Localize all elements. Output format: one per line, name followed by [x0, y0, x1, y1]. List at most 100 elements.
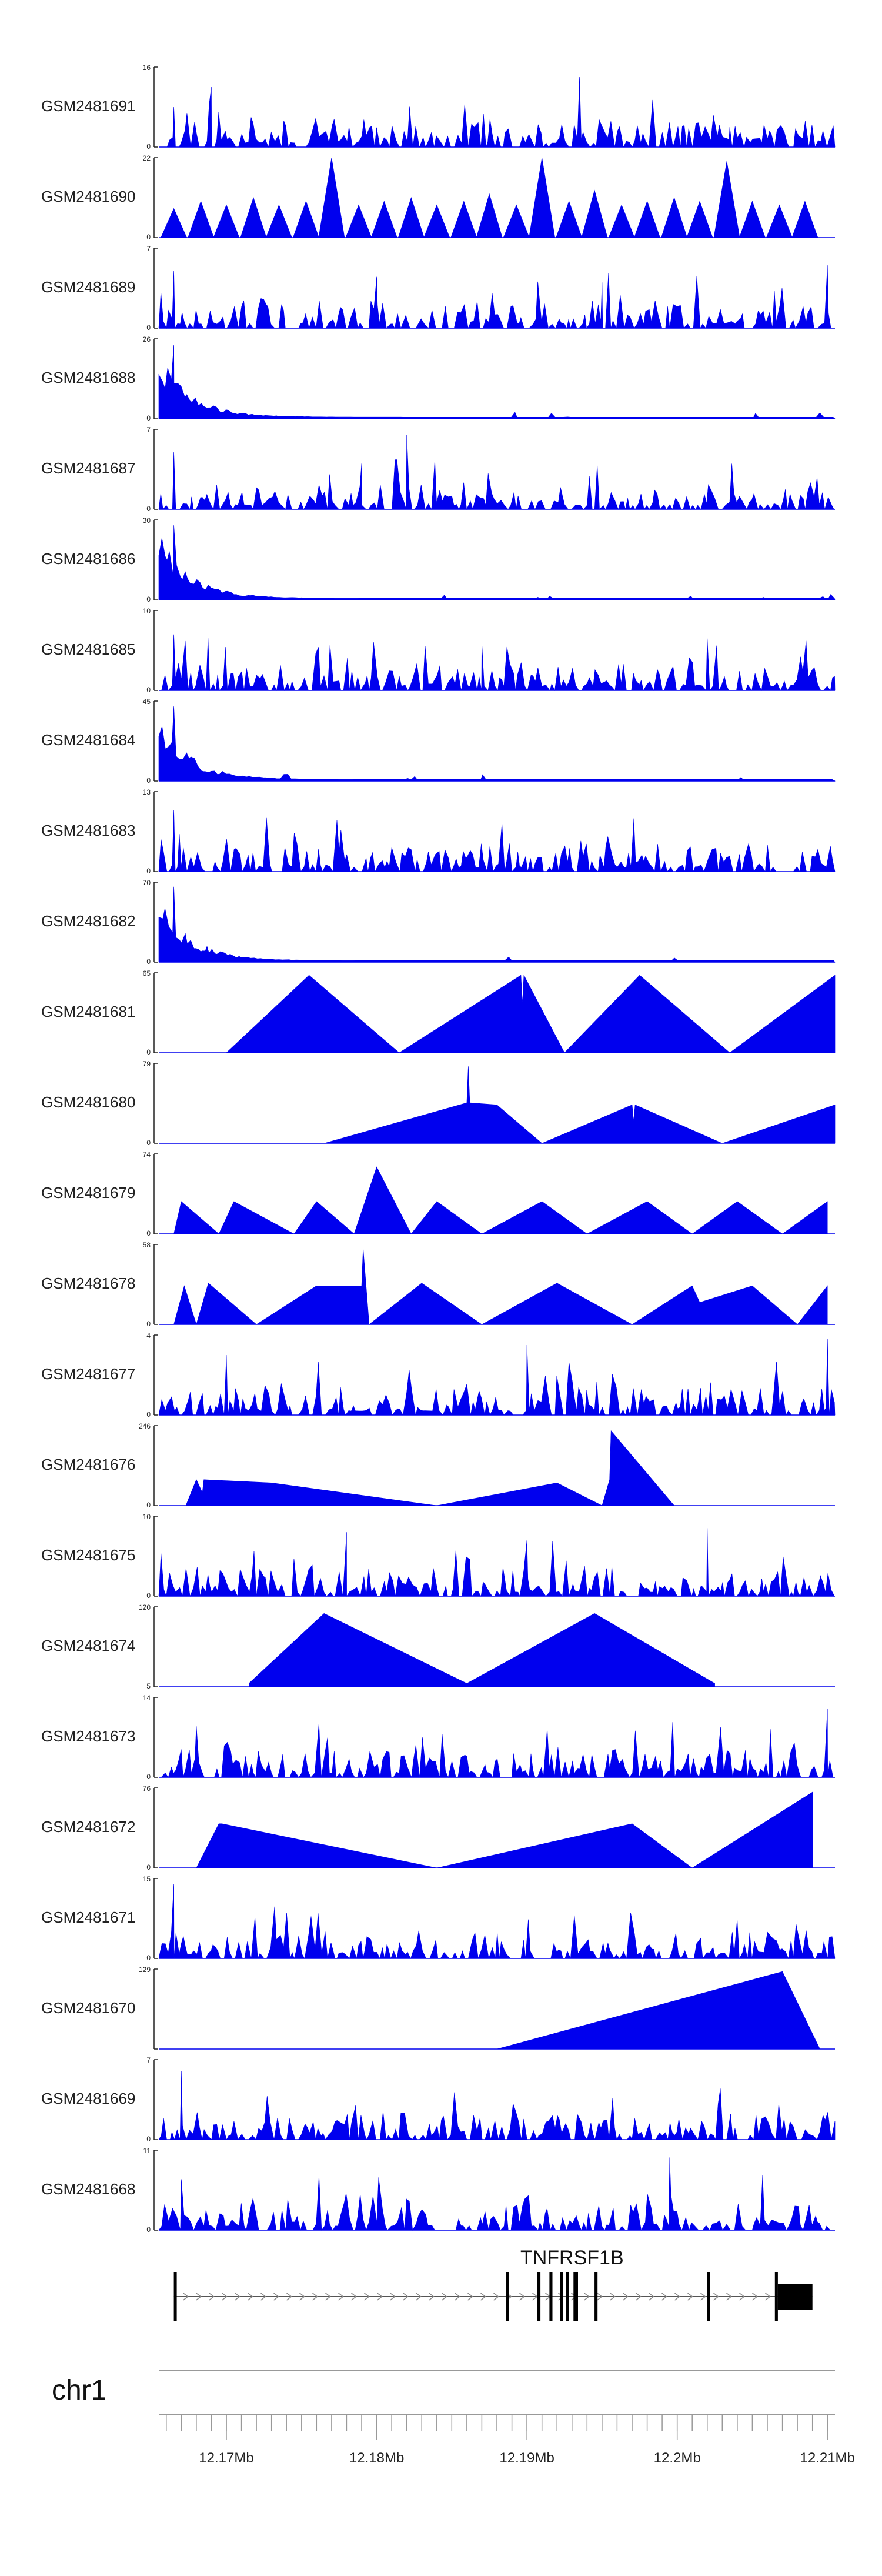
strand-arrow — [662, 2293, 667, 2301]
track-GSM2481671: GSM2481671 15 0 — [41, 1875, 836, 1962]
strand-arrow — [700, 2293, 706, 2301]
coverage-area — [159, 1709, 835, 1778]
coverage-area — [158, 2071, 836, 2141]
coverage-area — [173, 1430, 828, 1506]
y-min-label: 0 — [146, 867, 151, 875]
y-max-label: 22 — [143, 154, 151, 162]
y-min-label: 0 — [146, 1954, 151, 1962]
track-GSM2481686: GSM2481686 30 0 — [41, 516, 836, 603]
strand-arrow — [674, 2293, 680, 2301]
strand-arrow — [209, 2293, 215, 2301]
strand-arrow — [325, 2293, 331, 2301]
chromosome-axis: chr1 12.17Mb 12.18Mb 12.19Mb 12.2Mb 12.21Mb — [52, 2370, 855, 2466]
track-GSM2481677: GSM2481677 4 0 — [41, 1332, 836, 1419]
tick-label: 12.18Mb — [349, 2450, 404, 2466]
strand-arrow — [312, 2293, 318, 2301]
track-GSM2481684: GSM2481684 45 0 — [41, 698, 836, 785]
chromosome-label: chr1 — [52, 2375, 106, 2406]
strand-arrow — [765, 2293, 771, 2301]
y-min-label: 0 — [146, 1773, 151, 1781]
y-min-label: 0 — [146, 2225, 151, 2234]
track-label: GSM2481677 — [41, 1365, 135, 1383]
strand-arrow — [519, 2293, 525, 2301]
track-label: GSM2481668 — [41, 2180, 135, 2198]
exon — [774, 2272, 778, 2321]
track-label: GSM2481690 — [41, 188, 135, 205]
strand-arrow — [403, 2293, 409, 2301]
strand-arrow — [183, 2293, 189, 2301]
coverage-area — [249, 1613, 715, 1687]
track-label: GSM2481687 — [41, 459, 135, 477]
strand-arrow — [338, 2293, 344, 2301]
y-min-label: 0 — [146, 1591, 151, 1600]
track-GSM2481683: GSM2481683 13 0 — [41, 788, 836, 875]
coverage-area — [158, 886, 836, 963]
y-min-label: 0 — [146, 1048, 151, 1056]
y-min-label: 0 — [146, 1320, 151, 1328]
y-min-label: 0 — [146, 142, 151, 151]
y-max-label: 13 — [143, 788, 151, 796]
track-GSM2481668: GSM2481668 11 0 — [41, 2147, 835, 2234]
track-label: GSM2481673 — [41, 1727, 135, 1745]
track-label: GSM2481688 — [41, 369, 135, 386]
exon — [566, 2272, 569, 2321]
track-GSM2481674: GSM2481674 120 5 — [41, 1603, 835, 1690]
y-min-label: 0 — [146, 595, 151, 603]
track-GSM2481690: GSM2481690 22 0 — [41, 154, 835, 241]
track-GSM2481688: GSM2481688 26 0 — [41, 335, 836, 422]
y-max-label: 14 — [143, 1694, 151, 1702]
track-label: GSM2481691 — [41, 97, 135, 115]
strand-arrow — [493, 2293, 499, 2301]
strand-arrow — [713, 2293, 719, 2301]
coverage-area — [158, 525, 836, 600]
y-max-label: 74 — [143, 1150, 151, 1159]
coverage-area — [158, 2157, 835, 2231]
strand-arrow — [623, 2293, 629, 2301]
y-max-label: 120 — [139, 1603, 151, 1611]
coverage-area — [173, 1166, 828, 1234]
y-max-label: 129 — [139, 1966, 151, 1974]
coverage-area — [496, 1971, 820, 2050]
y-max-label: 26 — [143, 335, 151, 343]
strand-arrow — [260, 2293, 266, 2301]
strand-arrow — [558, 2293, 564, 2301]
exon — [573, 2272, 578, 2321]
y-max-label: 65 — [143, 969, 151, 977]
track-GSM2481680: GSM2481680 79 0 — [41, 1060, 836, 1147]
strand-arrow — [687, 2293, 693, 2301]
track-GSM2481689: GSM2481689 7 0 — [41, 245, 835, 332]
exon — [549, 2272, 553, 2321]
strand-arrow — [364, 2293, 370, 2301]
track-label: GSM2481682 — [41, 912, 135, 930]
strand-arrow — [739, 2293, 745, 2301]
exon — [707, 2272, 710, 2321]
y-min-label: 0 — [146, 233, 151, 241]
tick-label: 12.21Mb — [800, 2450, 854, 2466]
track-label: GSM2481679 — [41, 1184, 135, 1202]
track-GSM2481672: GSM2481672 76 0 — [41, 1784, 835, 1871]
y-max-label: 10 — [143, 607, 151, 615]
y-min-label: 0 — [146, 1229, 151, 1237]
y-min-label: 0 — [146, 1501, 151, 1509]
y-max-label: 70 — [143, 879, 151, 887]
track-label: GSM2481674 — [41, 1637, 135, 1654]
gene-exons — [173, 2272, 813, 2321]
coverage-area — [173, 1066, 836, 1144]
exon — [506, 2272, 509, 2321]
y-min-label: 0 — [146, 414, 151, 422]
track-label: GSM2481683 — [41, 822, 135, 839]
strand-arrow — [467, 2293, 473, 2301]
track-label: GSM2481676 — [41, 1456, 135, 1473]
track-GSM2481675: GSM2481675 10 0 — [41, 1513, 835, 1600]
strand-arrow — [442, 2293, 447, 2301]
y-max-label: 16 — [143, 64, 151, 72]
y-max-label: 7 — [146, 2056, 151, 2064]
track-GSM2481691: GSM2481691 16 0 — [41, 64, 836, 151]
tick-label: 12.19Mb — [499, 2450, 554, 2466]
y-min-label: 5 — [146, 1682, 151, 1690]
track-GSM2481669: GSM2481669 7 0 — [41, 2056, 836, 2143]
y-max-label: 10 — [143, 1513, 151, 1521]
strand-arrow — [351, 2293, 357, 2301]
track-label: GSM2481672 — [41, 1818, 135, 1836]
